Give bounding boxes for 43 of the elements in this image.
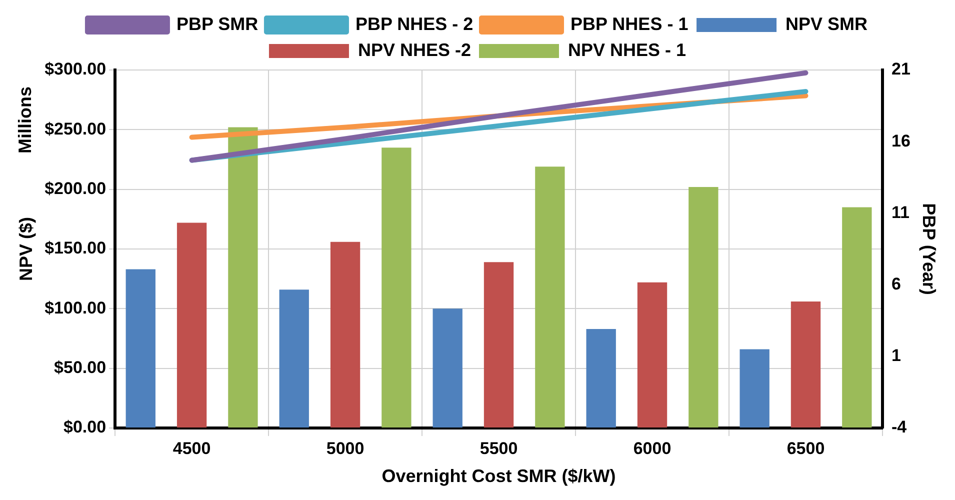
bar [228,127,258,428]
x-tick-label: 4500 [172,438,211,458]
y-axis-title: NPV ($) [16,216,36,282]
bar [484,262,514,428]
legend-label: PBP SMR [176,14,258,34]
legend-label: PBP NHES - 2 [355,14,474,34]
bar [432,308,462,428]
y2-tick-label: 11 [891,202,910,222]
bar [535,166,565,428]
bar [842,207,872,428]
legend-label: NPV NHES - 1 [568,40,686,60]
bar [790,302,821,428]
y-tick-label: $150.00 [44,238,106,258]
legend-label: NPV SMR [786,14,868,34]
y-tick-label: $300.00 [44,60,106,79]
bar [637,282,668,428]
bar [126,269,156,428]
bar [740,349,770,428]
y-tick-label: $250.00 [44,119,106,138]
x-tick-label: 6000 [633,438,672,458]
bar [586,328,616,428]
bar [382,148,412,428]
y-tick-label: $100.00 [44,298,106,318]
bar [279,290,309,428]
x-tick-label: 6500 [786,438,825,458]
bar [688,186,718,428]
x-tick-label: 5500 [480,438,518,458]
text: Millions [14,86,35,154]
y-tick-label: $0.00 [64,418,106,437]
bar [330,242,360,428]
y-tick-label: $200.00 [44,179,106,198]
bar [176,222,207,428]
y2-tick-label: 1 [891,346,901,366]
x-tick-label: 5000 [326,438,364,458]
y2-tick-label: -4 [891,418,908,437]
y2-tick-label: 16 [891,131,910,150]
y2-axis-title: PBP (Year) [919,203,940,295]
legend-label: PBP NHES - 1 [570,14,688,34]
legend-label: NPV NHES -2 [358,40,472,60]
y2-tick-label: 21 [891,60,910,79]
y-tick-label: $50.00 [54,358,106,378]
y2-tick-label: 6 [891,274,901,294]
x-axis-title: Overnight Cost SMR ($/kW) [382,466,616,486]
